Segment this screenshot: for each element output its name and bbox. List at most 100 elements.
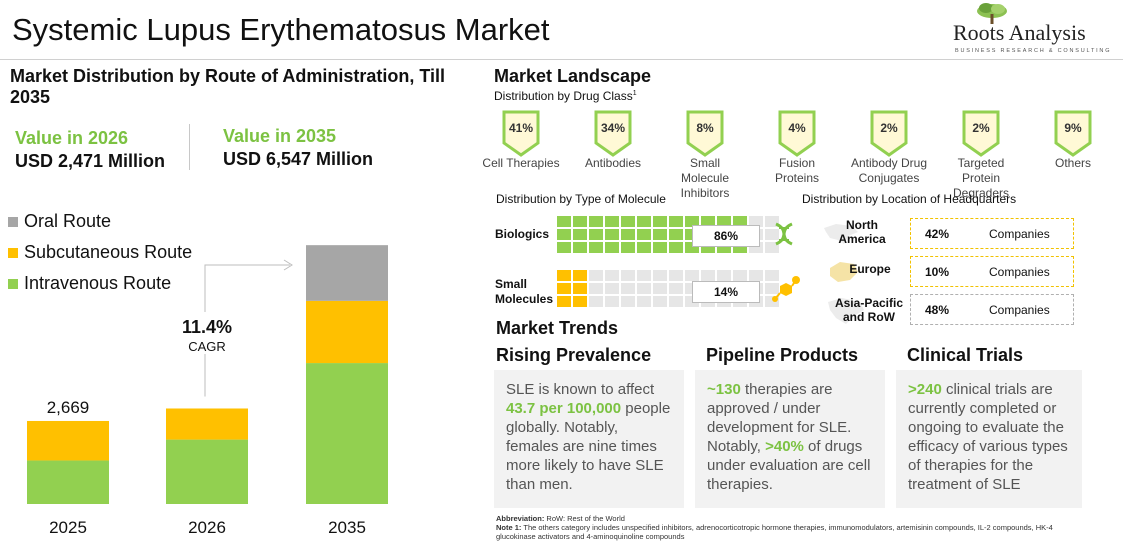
waffle-cell — [557, 216, 571, 227]
hq-pct-asia: 48% — [925, 302, 950, 317]
waffle-cell — [765, 270, 779, 281]
waffle-cell — [669, 229, 683, 240]
waffle-cell — [605, 283, 619, 294]
drug-class-value: 2% — [880, 121, 898, 135]
waffle-cell — [669, 242, 683, 253]
drug-class-label: Fusion Proteins — [774, 156, 820, 185]
note-label: Note 1: — [496, 523, 522, 532]
waffle-cell — [685, 270, 699, 281]
waffle-cell — [605, 242, 619, 253]
hq-unit-north-america: Companies — [989, 226, 1050, 241]
legend-label: Oral Route — [24, 211, 112, 231]
trend-text: therapies are approved / under developme… — [707, 381, 852, 455]
abbreviation-text: RoW: Rest of the World — [544, 514, 625, 523]
waffle-cell — [653, 242, 667, 253]
waffle-cell — [621, 242, 635, 253]
drug-class-subtitle: Distribution by Drug Class1 — [494, 89, 637, 103]
drug-class-item: 2% Targeted Protein Degraders — [942, 109, 1020, 201]
hq-region-asia: Asia-Pacific and RoW — [834, 296, 904, 324]
drug-class-item: 4% Fusion Proteins — [758, 109, 836, 186]
drug-class-badge: 2% — [869, 109, 909, 157]
page-title: Systemic Lupus Erythematosus Market — [12, 12, 550, 47]
waffle-cell — [733, 270, 747, 281]
waffle-cell — [605, 229, 619, 240]
trend-heading-prevalence: Rising Prevalence — [496, 345, 652, 365]
shield-badge-icon — [962, 110, 1000, 157]
waffle-cell — [605, 270, 619, 281]
waffle-cell — [669, 270, 683, 281]
trend-box-trials: >240 clinical trials are currently compl… — [896, 370, 1082, 508]
logo-name: Roots Analysis — [953, 20, 1086, 45]
bar-segment-oral-route — [306, 245, 388, 301]
shield-badge-icon — [594, 110, 632, 157]
legend-label: Subcutaneous Route — [24, 242, 193, 262]
waffle-cell — [717, 242, 731, 253]
waffle-cell — [637, 296, 651, 307]
waffle-cell — [589, 242, 603, 253]
hq-box-north-america: 42% Companies — [910, 218, 1074, 249]
legend-swatch — [8, 216, 18, 227]
abbreviation-label: Abbreviation: — [496, 514, 545, 523]
europe-map-icon — [830, 262, 858, 282]
waffle-cell — [573, 296, 587, 307]
waffle-cell — [605, 216, 619, 227]
x-tick-label: 2026 — [188, 518, 226, 537]
trend-highlight: ~130 — [707, 381, 741, 398]
waffle-cell — [701, 242, 715, 253]
waffle-cell — [765, 242, 779, 253]
hq-box-asia: 48% Companies — [910, 294, 1074, 325]
bar-segment-intravenous-route — [166, 439, 248, 504]
drug-class-item: 41% Cell Therapies — [482, 109, 560, 171]
molecule-icon — [772, 276, 800, 302]
waffle-cell — [765, 283, 779, 294]
waffle-cell — [621, 283, 635, 294]
waffle-cell — [765, 296, 779, 307]
waffle-cell — [589, 296, 603, 307]
cagr-value: 11.4% — [182, 317, 232, 337]
trend-highlight: >40% — [765, 438, 804, 455]
legend-swatch — [8, 247, 18, 258]
drug-class-label: Cell Therapies — [482, 156, 560, 170]
waffle-cell — [765, 229, 779, 240]
waffle-cell — [589, 229, 603, 240]
tree-logo-icon — [977, 3, 1007, 24]
waffle-cell — [653, 296, 667, 307]
hq-region-north-america: North America — [838, 218, 886, 246]
trend-heading-pipeline: Pipeline Products — [706, 345, 859, 365]
bar-segment-subcutaneous-route — [166, 408, 248, 440]
logo-tagline: BUSINESS RESEARCH & CONSULTING — [955, 48, 1112, 54]
cagr-label: CAGR — [188, 339, 226, 354]
drug-class-item: 2% Antibody Drug Conjugates — [850, 109, 928, 186]
value-2026-label: Value in 2026 — [15, 128, 129, 148]
cagr-arrow-head — [283, 259, 293, 271]
x-tick-label: 2035 — [328, 518, 366, 537]
small-molecule-percent: 14% — [692, 281, 760, 303]
waffle-cell — [701, 216, 715, 227]
waffle-cell — [749, 270, 763, 281]
shield-badge-icon — [686, 110, 724, 157]
trend-text: of drugs under evaluation are cell thera… — [707, 438, 871, 493]
drug-class-value: 9% — [1064, 121, 1082, 135]
waffle-cell — [557, 296, 571, 307]
waffle-cell — [637, 270, 651, 281]
logo: Roots Analysis BUSINESS RESEARCH & CONSU… — [945, 2, 1115, 58]
drug-class-label: Small Molecule Inhibitors — [680, 156, 730, 200]
hq-region-europe: Europe — [849, 262, 891, 276]
drug-class-badge: 4% — [777, 109, 817, 157]
waffle-cell — [621, 296, 635, 307]
hq-subtitle: Distribution by Location of Headquarters — [802, 192, 1017, 206]
trend-box-pipeline: ~130 therapies are approved / under deve… — [695, 370, 885, 508]
bar-segment-intravenous-route — [306, 363, 388, 504]
trend-heading-trials: Clinical Trials — [907, 345, 1024, 365]
legend-item: Oral Route — [8, 211, 111, 232]
molecule-subtitle: Distribution by Type of Molecule — [496, 192, 666, 206]
waffle-cell — [557, 270, 571, 281]
waffle-cell — [573, 229, 587, 240]
waffle-cell — [653, 283, 667, 294]
value-2035-label: Value in 2035 — [223, 126, 337, 146]
waffle-cell — [685, 242, 699, 253]
value-divider — [189, 124, 190, 170]
waffle-cell — [653, 270, 667, 281]
shield-badge-icon — [1054, 110, 1092, 157]
drug-class-item: 34% Antibodies — [574, 109, 652, 171]
